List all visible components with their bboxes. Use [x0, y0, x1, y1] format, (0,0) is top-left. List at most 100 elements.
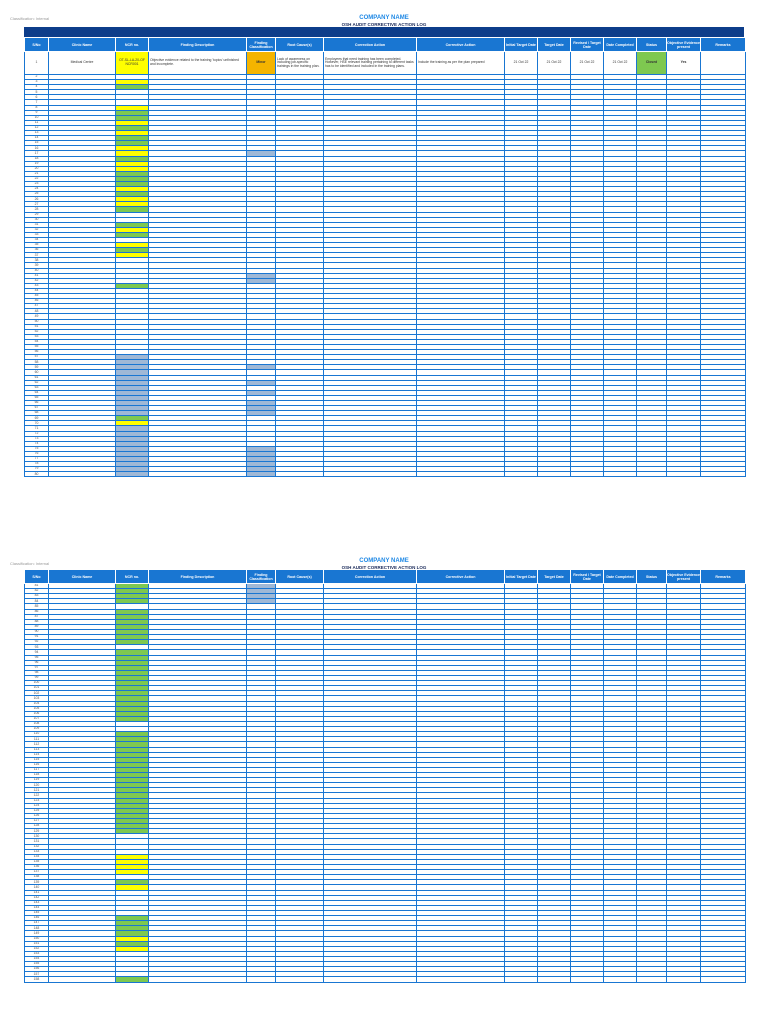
column-header: Correction Action: [323, 569, 417, 584]
company-name: COMPANY NAME: [359, 15, 409, 21]
table-row: 2: [24, 73, 746, 81]
sno-cell[interactable]: 80: [24, 471, 49, 478]
table-row: 119: [24, 777, 746, 784]
data-cell[interactable]: [603, 976, 637, 983]
column-header: S/No: [24, 569, 49, 584]
column-header: Clinic Name: [48, 569, 116, 584]
data-cell[interactable]: [275, 471, 324, 478]
column-header: Revised / Target Date: [570, 37, 604, 52]
table-row: 106: [24, 710, 746, 717]
table-row: 20: [24, 165, 746, 172]
table-row: 114: [24, 751, 746, 758]
table-row: 75: [24, 445, 746, 452]
table-row: 136: [24, 864, 746, 871]
title-block: COMPANY NAME OSH AUDIT CORRECTIVE ACTION…: [0, 15, 768, 27]
column-header: Objective Evidence present: [666, 37, 701, 52]
column-header: Date Completed: [603, 569, 637, 584]
header-row: S/No Clinic Name NCR no. Finding Descriptio…: [24, 37, 746, 52]
data-cell[interactable]: [48, 471, 116, 478]
data-cell[interactable]: [416, 976, 505, 983]
data-cell[interactable]: [275, 976, 324, 983]
data-cell[interactable]: [323, 471, 417, 478]
column-header: Status: [636, 37, 667, 52]
classification-cell[interactable]: [246, 471, 276, 478]
table-row: 111: [24, 736, 746, 743]
column-header: Remarks: [700, 37, 746, 52]
sno-cell[interactable]: 1: [24, 51, 49, 75]
corrective-action-table: S/No Clinic Name NCR no. Finding Descriptio…: [24, 37, 746, 478]
table-row: 69: [24, 415, 746, 422]
table-row: 121: [24, 787, 746, 794]
status-cell[interactable]: Closed: [636, 51, 667, 75]
data-cell[interactable]: [570, 976, 604, 983]
table-row: 66: [24, 399, 746, 407]
data-cell[interactable]: [636, 976, 667, 983]
table-row: 141: [24, 889, 746, 896]
remarks-cell[interactable]: [700, 51, 746, 75]
column-header: Initial Target Date: [504, 37, 538, 52]
ncr-cell[interactable]: [115, 976, 149, 983]
column-header: Corrective Action: [416, 37, 505, 52]
data-cell[interactable]: [148, 471, 247, 478]
data-cell[interactable]: [666, 976, 701, 983]
table-row: 124: [24, 802, 746, 809]
ncr-cell[interactable]: [115, 471, 149, 478]
data-cell[interactable]: [537, 976, 571, 983]
table-row: 1 Medical Centre OT-SL-LA-20-OF NCR001 O…: [24, 51, 746, 75]
sno-cell[interactable]: 158: [24, 976, 49, 983]
column-header: Finding Description: [148, 37, 247, 52]
column-header: Finding Classification: [246, 569, 276, 584]
data-cell[interactable]: [416, 471, 505, 478]
target-cell[interactable]: 21 Oct 22: [537, 51, 571, 75]
column-header: Target Date: [537, 569, 571, 584]
classification-cell[interactable]: Minor: [246, 51, 276, 75]
table-row: 158: [24, 976, 746, 983]
column-header: Corrective Action: [416, 569, 505, 584]
completed-cell[interactable]: 21 Oct 22: [603, 51, 637, 75]
corrective-action-table: S/No Clinic Name NCR no. Finding Descriptio…: [24, 569, 746, 983]
column-header: Revised / Target Date: [570, 569, 604, 584]
table-row: 51: [24, 323, 746, 330]
data-cell[interactable]: [537, 471, 571, 478]
column-header: Date Completed: [603, 37, 637, 52]
column-header: Correction Action: [323, 37, 417, 52]
table-row: 123: [24, 797, 746, 804]
table-row: 32: [24, 226, 746, 233]
data-cell[interactable]: [570, 471, 604, 478]
evidence-cell[interactable]: Yes: [666, 51, 701, 75]
data-cell[interactable]: [636, 471, 667, 478]
finding-cell[interactable]: Objective evidence related to the traini…: [148, 51, 247, 75]
root-cause-cell[interactable]: Lack of awareness on including job-speci…: [275, 51, 324, 75]
data-cell[interactable]: [603, 471, 637, 478]
classification-label: Classification: Internal: [10, 561, 50, 566]
revised-cell[interactable]: 21 Oct 22: [570, 51, 604, 75]
table-row: 122: [24, 792, 746, 799]
data-cell[interactable]: [48, 976, 116, 983]
ncr-cell[interactable]: OT-SL-LA-20-OF NCR001: [115, 51, 149, 75]
column-header: Finding Description: [148, 569, 247, 584]
data-cell[interactable]: [323, 976, 417, 983]
initial-target-cell[interactable]: 21 Oct 22: [504, 51, 538, 75]
data-cell[interactable]: [700, 471, 746, 478]
table-row: 44: [24, 287, 746, 295]
corrective-cell[interactable]: Include the training as per the plan pre…: [416, 51, 505, 75]
data-cell[interactable]: [504, 471, 538, 478]
table-row: 80: [24, 471, 746, 478]
data-cell[interactable]: [666, 471, 701, 478]
data-cell[interactable]: [148, 976, 247, 983]
table-row: 78: [24, 461, 746, 468]
table-row: 56: [24, 349, 746, 356]
data-cell[interactable]: [504, 976, 538, 983]
column-header: NCR no.: [115, 569, 149, 584]
header-banner: [24, 27, 744, 37]
table-row: 139: [24, 879, 746, 886]
header-row: S/No Clinic Name NCR no. Finding Descriptio…: [24, 569, 746, 584]
table-row: 77: [24, 456, 746, 463]
column-header: Root Cause(s): [275, 37, 324, 52]
column-header: S/No: [24, 37, 49, 52]
column-header: Target Date: [537, 37, 571, 52]
clinic-cell[interactable]: Medical Centre: [48, 51, 116, 75]
data-cell[interactable]: [700, 976, 746, 983]
correction-cell[interactable]: Employees that need training has been co…: [323, 51, 417, 75]
classification-cell[interactable]: [246, 976, 276, 983]
